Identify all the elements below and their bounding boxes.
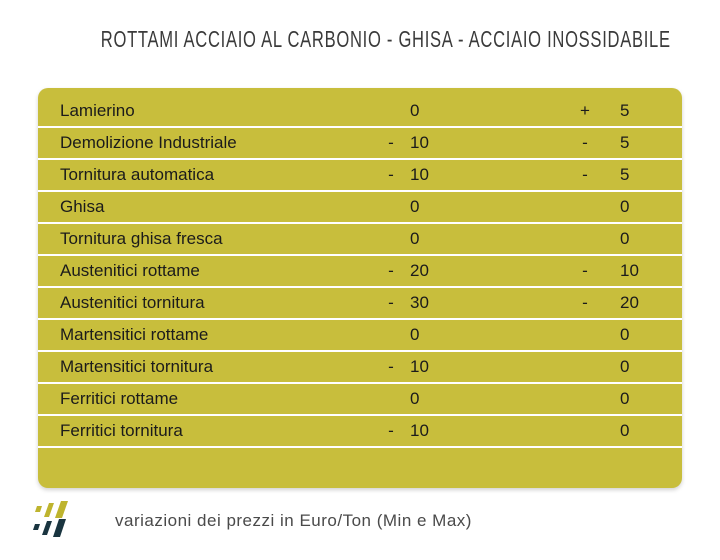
max-value: 0 xyxy=(620,325,630,344)
table-row: Ferritici tornitura - 10 0 xyxy=(38,416,682,448)
table-row: Ferritici rottame 0 0 xyxy=(38,384,682,416)
row-label: Demolizione Industriale xyxy=(60,133,237,152)
footer-caption: variazioni dei prezzi in Euro/Ton (Min e… xyxy=(115,511,472,530)
row-label: Martensitici tornitura xyxy=(60,357,214,376)
min-sign: - xyxy=(388,293,394,312)
row-label: Ferritici tornitura xyxy=(60,421,183,440)
table-row: Martensitici rottame 0 0 xyxy=(38,320,682,352)
min-value: 0 xyxy=(410,325,420,344)
table-row: Martensitici tornitura - 10 0 xyxy=(38,352,682,384)
max-value: 0 xyxy=(620,421,630,440)
max-value: 0 xyxy=(620,197,630,216)
table-row: Tornitura automatica - 10 - 5 xyxy=(38,160,682,192)
table-row: Ghisa 0 0 xyxy=(38,192,682,224)
row-label: Tornitura ghisa fresca xyxy=(60,229,223,248)
max-value: 5 xyxy=(620,165,630,184)
max-sign: - xyxy=(582,165,588,184)
table-row: Austenitici tornitura - 30 - 20 xyxy=(38,288,682,320)
table-row: Tornitura ghisa fresca 0 0 xyxy=(38,224,682,256)
min-sign: - xyxy=(388,357,394,376)
min-value: 0 xyxy=(410,101,420,120)
min-sign: - xyxy=(388,133,394,152)
max-value: 0 xyxy=(620,229,630,248)
min-value: 10 xyxy=(410,421,429,440)
min-value: 20 xyxy=(410,261,429,280)
row-label: Lamierino xyxy=(60,101,135,120)
min-value: 30 xyxy=(410,293,429,312)
min-value: 10 xyxy=(410,165,429,184)
max-value: 5 xyxy=(620,133,630,152)
max-sign: + xyxy=(580,101,590,120)
min-value: 10 xyxy=(410,357,429,376)
price-table: Lamierino 0 + 5 Demolizione Industriale … xyxy=(38,88,682,488)
max-value: 5 xyxy=(620,101,630,120)
row-label: Austenitici tornitura xyxy=(60,293,205,312)
footer: variazioni dei prezzi in Euro/Ton (Min e… xyxy=(33,500,472,542)
max-value: 10 xyxy=(620,261,639,280)
min-value: 0 xyxy=(410,389,420,408)
max-sign: - xyxy=(582,133,588,152)
min-sign: - xyxy=(388,261,394,280)
min-sign: - xyxy=(388,421,394,440)
max-value: 0 xyxy=(620,389,630,408)
min-value: 10 xyxy=(410,133,429,152)
max-value: 0 xyxy=(620,357,630,376)
siderweb-slashes-icon xyxy=(33,501,68,537)
row-label: Tornitura automatica xyxy=(60,165,215,184)
table-row: Demolizione Industriale - 10 - 5 xyxy=(38,128,682,160)
min-value: 0 xyxy=(410,197,420,216)
max-sign: - xyxy=(582,261,588,280)
row-label: Austenitici rottame xyxy=(60,261,200,280)
table-row: Austenitici rottame - 20 - 10 xyxy=(38,256,682,288)
max-value: 20 xyxy=(620,293,639,312)
max-sign: - xyxy=(582,293,588,312)
min-value: 0 xyxy=(410,229,420,248)
table-row: Lamierino 0 + 5 xyxy=(38,96,682,128)
row-label: Martensitici rottame xyxy=(60,325,209,344)
min-sign: - xyxy=(388,165,394,184)
page-title: ROTTAMI ACCIAIO AL CARBONIO - GHISA - AC… xyxy=(100,26,671,52)
row-label: Ghisa xyxy=(60,197,105,216)
row-label: Ferritici rottame xyxy=(60,389,179,408)
